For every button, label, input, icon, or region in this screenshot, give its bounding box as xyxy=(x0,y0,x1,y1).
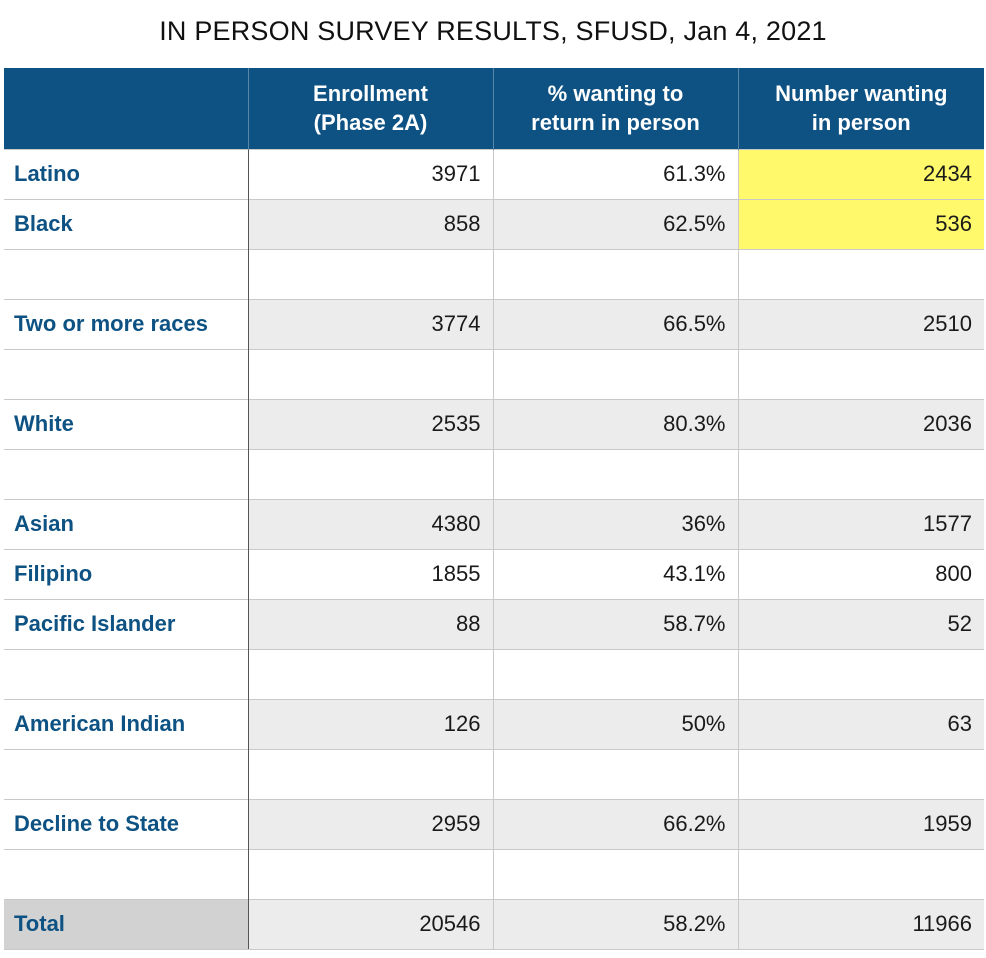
row-label: White xyxy=(4,398,249,449)
number-cell: 2510 xyxy=(737,298,984,349)
row-label: Two or more races xyxy=(4,298,249,349)
row-label: Latino xyxy=(4,148,249,199)
header-enrollment: Enrollment (Phase 2A) xyxy=(247,68,493,149)
row-label: Pacific Islander xyxy=(4,598,249,649)
enrollment-cell: 3774 xyxy=(247,298,493,349)
number-cell-highlighted: 536 xyxy=(737,198,984,249)
number-cell: 1959 xyxy=(737,798,984,849)
total-enrollment: 20546 xyxy=(247,898,493,950)
header-pct-line1: % wanting to xyxy=(547,81,684,107)
pct-cell: 66.2% xyxy=(492,798,738,849)
total-label: Total xyxy=(4,898,249,950)
header-pct-line2: return in person xyxy=(531,110,700,136)
header-number-line1: Number wanting xyxy=(775,81,948,107)
row-label: Asian xyxy=(4,498,249,549)
header-enrollment-line1: Enrollment xyxy=(313,81,428,107)
survey-results-table: Enrollment (Phase 2A) % wanting to retur… xyxy=(4,68,984,950)
enrollment-cell: 858 xyxy=(247,198,493,249)
enrollment-cell: 126 xyxy=(247,698,493,749)
header-pct-wanting: % wanting to return in person xyxy=(492,68,738,149)
table-row: Asian 4380 36% 1577 xyxy=(4,498,984,549)
total-pct: 58.2% xyxy=(492,898,738,950)
pct-cell: 58.7% xyxy=(492,598,738,649)
table-row: Pacific Islander 88 58.7% 52 xyxy=(4,598,984,649)
total-number: 11966 xyxy=(737,898,984,950)
header-row: Enrollment (Phase 2A) % wanting to retur… xyxy=(4,68,984,149)
header-blank-cell xyxy=(4,68,248,149)
spacer-row xyxy=(4,348,984,399)
total-row: Total 20546 58.2% 11966 xyxy=(4,898,984,950)
pct-cell: 66.5% xyxy=(492,298,738,349)
enrollment-cell: 3971 xyxy=(247,148,493,199)
pct-cell: 50% xyxy=(492,698,738,749)
table-row: Black 858 62.5% 536 xyxy=(4,198,984,249)
row-label: American Indian xyxy=(4,698,249,749)
number-cell: 800 xyxy=(737,548,984,599)
number-cell: 52 xyxy=(737,598,984,649)
row-label: Black xyxy=(4,198,249,249)
header-number-wanting: Number wanting in person xyxy=(737,68,984,149)
header-number-line2: in person xyxy=(811,110,911,136)
number-cell: 2036 xyxy=(737,398,984,449)
table-row: Filipino 1855 43.1% 800 xyxy=(4,548,984,599)
header-enrollment-line2: (Phase 2A) xyxy=(313,110,428,136)
pct-cell: 80.3% xyxy=(492,398,738,449)
enrollment-cell: 2535 xyxy=(247,398,493,449)
table-row: American Indian 126 50% 63 xyxy=(4,698,984,749)
pct-cell: 43.1% xyxy=(492,548,738,599)
row-label: Filipino xyxy=(4,548,249,599)
enrollment-cell: 88 xyxy=(247,598,493,649)
table-row: Latino 3971 61.3% 2434 xyxy=(4,148,984,199)
table-row: White 2535 80.3% 2036 xyxy=(4,398,984,449)
spacer-row xyxy=(4,648,984,699)
pct-cell: 61.3% xyxy=(492,148,738,199)
page-title: IN PERSON SURVEY RESULTS, SFUSD, Jan 4, … xyxy=(159,16,827,46)
spacer-row xyxy=(4,248,984,299)
table-row: Two or more races 3774 66.5% 2510 xyxy=(4,298,984,349)
enrollment-cell: 1855 xyxy=(247,548,493,599)
enrollment-cell: 2959 xyxy=(247,798,493,849)
pct-cell: 36% xyxy=(492,498,738,549)
number-cell: 1577 xyxy=(737,498,984,549)
number-cell: 63 xyxy=(737,698,984,749)
row-label: Decline to State xyxy=(4,798,249,849)
spacer-row xyxy=(4,748,984,799)
spacer-row xyxy=(4,448,984,499)
table-row: Decline to State 2959 66.2% 1959 xyxy=(4,798,984,849)
spacer-row xyxy=(4,848,984,899)
pct-cell: 62.5% xyxy=(492,198,738,249)
enrollment-cell: 4380 xyxy=(247,498,493,549)
number-cell-highlighted: 2434 xyxy=(737,148,984,199)
